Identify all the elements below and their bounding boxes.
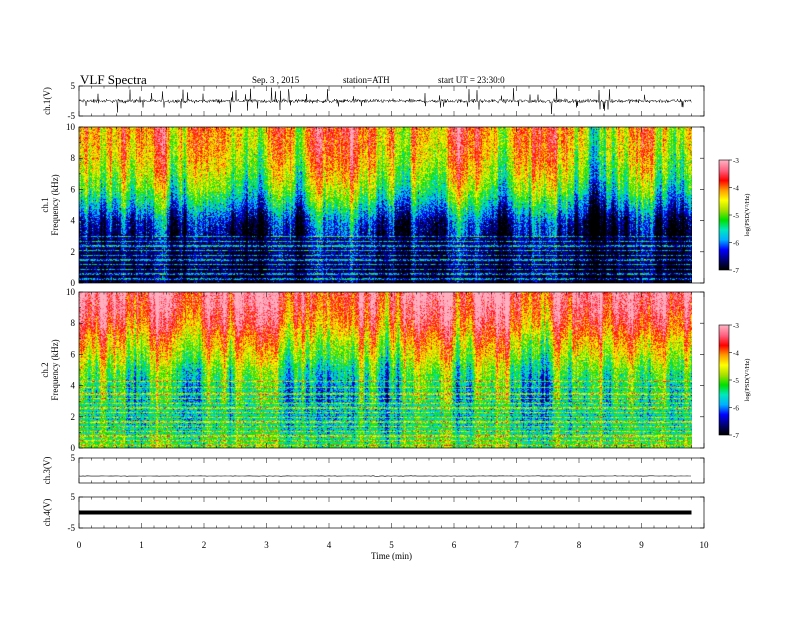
colorbar-tick-label: -4 (733, 350, 739, 358)
y-tick-label: 5 (71, 81, 76, 91)
y-tick-label: 4 (71, 216, 76, 226)
x-tick-label: 7 (514, 540, 519, 550)
channel-label: ch.2 (40, 362, 50, 377)
y-tick-label: 6 (71, 349, 76, 359)
start-time-label: start UT = 23:30:0 (438, 75, 505, 85)
y-tick-label: 10 (66, 122, 76, 132)
x-tick-label: 5 (389, 540, 394, 550)
colorbar-tick-label: -5 (733, 377, 739, 385)
y-tick-label: 5 (71, 453, 76, 463)
y-tick-label: 0 (71, 278, 76, 288)
waveform-axis-label: ch.4(V) (42, 499, 52, 527)
waveform-trace-ch1 (78, 87, 692, 115)
waveform-axis-label: ch.3(V) (42, 457, 52, 485)
spectrogram-image-ch1 (79, 127, 692, 283)
x-tick-label: 6 (452, 540, 457, 550)
date-label: Sep. 3 , 2015 (252, 75, 300, 85)
frequency-axis-label: Frequency (kHz) (50, 174, 60, 235)
y-tick-label: 2 (71, 247, 76, 257)
y-tick-label: 5 (71, 492, 76, 502)
x-tick-label: 10 (700, 540, 710, 550)
waveform-trace-ch3 (78, 475, 691, 477)
x-tick-label: 2 (202, 540, 207, 550)
colorbar-tick-label: -4 (733, 185, 739, 193)
station-label: station=ATH (343, 75, 390, 85)
colorbar-ch2 (719, 325, 729, 435)
waveform-axis-label: ch.1(V) (42, 87, 52, 115)
figure-title: VLF Spectra (80, 72, 147, 87)
y-tick-label: 8 (71, 318, 76, 328)
x-tick-label: 4 (327, 540, 332, 550)
colorbar-tick-label: -6 (733, 405, 739, 413)
x-tick-label: 8 (577, 540, 582, 550)
spectrogram-image-ch2 (79, 292, 692, 448)
colorbar-tick-label: -6 (733, 240, 739, 248)
x-tick-label: 1 (139, 540, 144, 550)
y-tick-label: 2 (71, 412, 76, 422)
y-tick-label: -5 (68, 523, 76, 533)
colorbar-ch1 (719, 160, 729, 270)
channel-label: ch.1 (40, 197, 50, 212)
y-tick-label: 0 (71, 443, 76, 453)
colorbar-tick-label: -7 (733, 267, 739, 275)
x-tick-label: 3 (264, 540, 269, 550)
frequency-axis-label: Frequency (kHz) (50, 339, 60, 400)
colorbar-tick-label: -3 (733, 157, 739, 165)
colorbar-tick-label: -5 (733, 212, 739, 220)
colorbar-label: log(PSD(V²/Hz) (744, 194, 751, 237)
colorbar-label: log(PSD(V²/Hz) (744, 359, 751, 402)
y-tick-label: 4 (71, 381, 76, 391)
colorbar-tick-label: -3 (733, 322, 739, 330)
y-tick-label: 8 (71, 153, 76, 163)
x-tick-label: 9 (639, 540, 644, 550)
x-axis-label: Time (min) (371, 551, 412, 561)
y-tick-label: 10 (66, 287, 76, 297)
colorbar-tick-label: -7 (733, 432, 739, 440)
y-tick-label: 6 (71, 184, 76, 194)
y-tick-label: -5 (68, 111, 76, 121)
x-tick-label: 0 (77, 540, 82, 550)
